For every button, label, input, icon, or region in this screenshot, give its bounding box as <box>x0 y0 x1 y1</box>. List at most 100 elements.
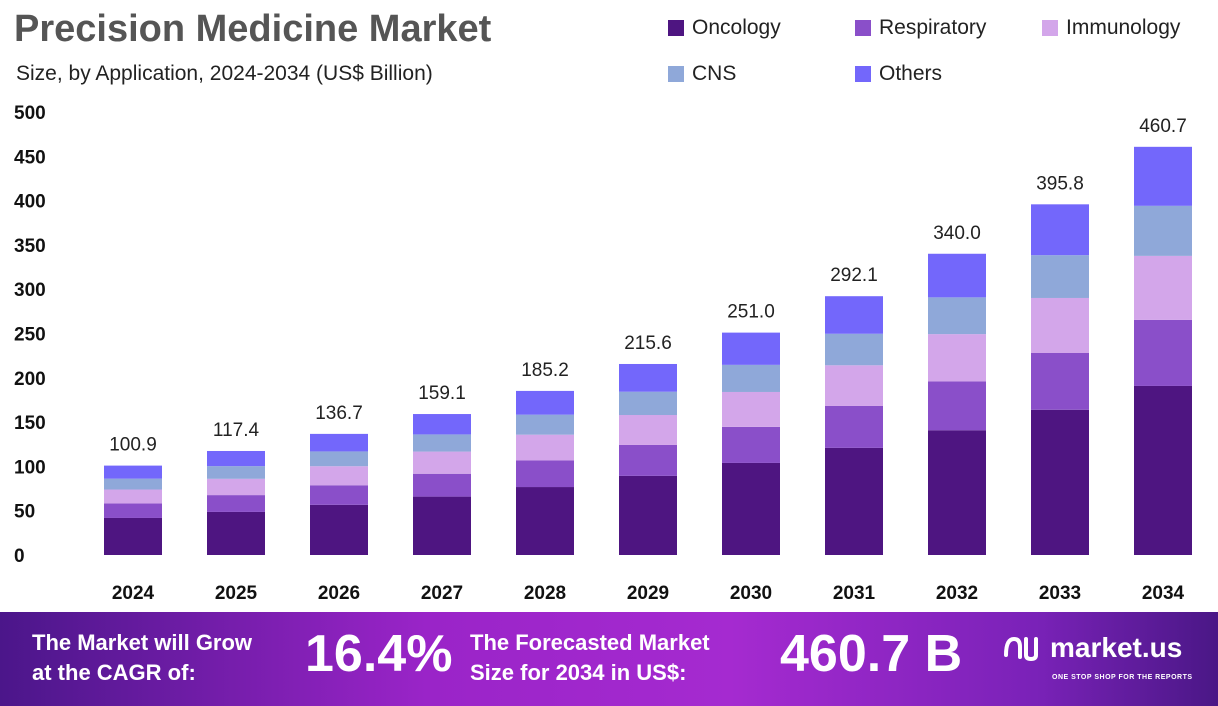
bar-segment-immunology <box>825 365 883 406</box>
bar-segment-respiratory <box>413 473 471 497</box>
logo-icon <box>1004 636 1038 662</box>
x-tick-label: 2031 <box>833 583 876 604</box>
legend-oncology: Oncology <box>668 16 781 40</box>
bar-segment-respiratory <box>928 381 986 431</box>
bar-segment-cns <box>928 297 986 335</box>
y-tick-label: 450 <box>14 147 46 168</box>
bar-segment-others <box>413 414 471 435</box>
legend-others: Others <box>855 62 942 86</box>
bar-segment-oncology <box>722 462 780 555</box>
legend-label: Immunology <box>1066 16 1181 39</box>
legend-swatch <box>668 20 684 36</box>
bar-segment-oncology <box>207 511 265 555</box>
bar-segment-oncology <box>413 496 471 555</box>
bar-segment-immunology <box>104 489 162 504</box>
forecast-value: 460.7 B <box>780 625 963 683</box>
y-tick-label: 500 <box>14 103 46 124</box>
bar-segment-oncology <box>1031 409 1089 555</box>
legend-label: Oncology <box>692 16 781 39</box>
cagr-label: The Market will Grow at the CAGR of: <box>32 628 252 688</box>
bar-segment-oncology <box>104 517 162 555</box>
bar-segment-others <box>207 450 265 467</box>
legend-label: Respiratory <box>879 16 987 39</box>
legend-swatch <box>855 66 871 82</box>
bar-segment-respiratory <box>1134 319 1192 386</box>
bar-segment-oncology <box>310 504 368 555</box>
total-label: 460.7 <box>1139 116 1187 137</box>
bar-segment-immunology <box>207 478 265 496</box>
stacked-bar-chart: 0 50 100 150 200 250 300 350 400 450 500 100.9 2024 1… <box>14 103 1192 604</box>
summary-banner: The Market will Grow at the CAGR of: 16.4… <box>0 612 1218 706</box>
bar-segment-others <box>928 253 986 298</box>
total-label: 100.9 <box>109 435 157 456</box>
total-label: 136.7 <box>315 403 363 424</box>
total-label: 185.2 <box>521 360 569 381</box>
bar-segment-immunology <box>1031 297 1089 353</box>
bar-segment-immunology <box>413 451 471 474</box>
y-tick-label: 400 <box>14 192 46 213</box>
total-label: 117.4 <box>213 420 260 441</box>
bar-segment-oncology <box>1134 385 1192 555</box>
market-us-logo: market.us <box>1002 632 1182 664</box>
bar-segment-cns <box>1031 255 1089 298</box>
chart-subtitle: Size, by Application, 2024-2034 (US$ Bil… <box>16 62 433 85</box>
bar-segment-oncology <box>928 430 986 555</box>
cagr-label-line: The Market will Grow <box>32 630 253 655</box>
x-tick-label: 2028 <box>524 583 566 604</box>
bar-segment-cns <box>619 391 677 416</box>
x-tick-label: 2026 <box>318 583 360 604</box>
total-label: 340.0 <box>933 223 981 244</box>
forecast-label-line: Size for 2034 in US$: <box>470 660 687 685</box>
bar-segment-respiratory <box>722 426 780 463</box>
legend-swatch <box>855 20 871 36</box>
bar-segment-immunology <box>722 391 780 427</box>
cagr-label-line: at the CAGR of: <box>32 660 196 685</box>
bar-segment-respiratory <box>516 460 574 488</box>
y-tick-label: 300 <box>14 280 46 301</box>
total-label: 251.0 <box>727 302 775 323</box>
bar-segment-others <box>1031 204 1089 256</box>
bar-segment-cns <box>516 414 574 435</box>
y-tick-label: 100 <box>14 457 46 478</box>
forecast-label-line: The Forecasted Market <box>470 630 710 655</box>
bar-segment-oncology <box>619 475 677 555</box>
bar-segment-respiratory <box>104 503 162 518</box>
y-tick-label: 200 <box>14 369 46 390</box>
logo-text: market.us <box>1050 632 1183 663</box>
x-tick-label: 2034 <box>1142 583 1185 604</box>
legend-swatch <box>668 66 684 82</box>
bar-segment-respiratory <box>1031 352 1089 410</box>
total-label: 395.8 <box>1036 173 1084 194</box>
bar-segment-immunology <box>516 434 574 461</box>
y-tick-label: 50 <box>14 502 35 523</box>
legend-immunology: Immunology <box>1042 16 1180 40</box>
forecast-label: The Forecasted Market Size for 2034 in US… <box>470 628 710 688</box>
bar-segment-immunology <box>310 466 368 486</box>
bar-segment-respiratory <box>310 485 368 505</box>
bar-segment-others <box>104 465 162 479</box>
y-tick-label: 350 <box>14 236 46 257</box>
bar-segment-others <box>722 332 780 365</box>
x-tick-label: 2033 <box>1039 583 1081 604</box>
y-tick-label: 150 <box>14 413 46 434</box>
bar-segment-immunology <box>928 334 986 382</box>
x-tick-label: 2027 <box>421 583 463 604</box>
y-tick-label: 0 <box>14 546 25 567</box>
legend-label: CNS <box>692 62 737 85</box>
bar-segment-cns <box>1134 205 1192 256</box>
x-tick-label: 2032 <box>936 583 978 604</box>
bar-segment-oncology <box>516 487 574 555</box>
y-tick-label: 250 <box>14 325 46 346</box>
total-label: 215.6 <box>624 333 672 354</box>
chart-title: Precision Medicine Market <box>14 8 492 50</box>
bar-segment-cns <box>310 451 368 467</box>
bar-segment-respiratory <box>825 405 883 448</box>
bar-segment-others <box>825 296 883 334</box>
x-tick-label: 2024 <box>112 583 155 604</box>
bar-segment-immunology <box>619 415 677 445</box>
x-tick-label: 2030 <box>730 583 772 604</box>
bar-segment-oncology <box>825 447 883 555</box>
bar-segment-others <box>619 363 677 392</box>
bar-segment-cns <box>722 364 780 392</box>
total-label: 292.1 <box>830 265 878 286</box>
